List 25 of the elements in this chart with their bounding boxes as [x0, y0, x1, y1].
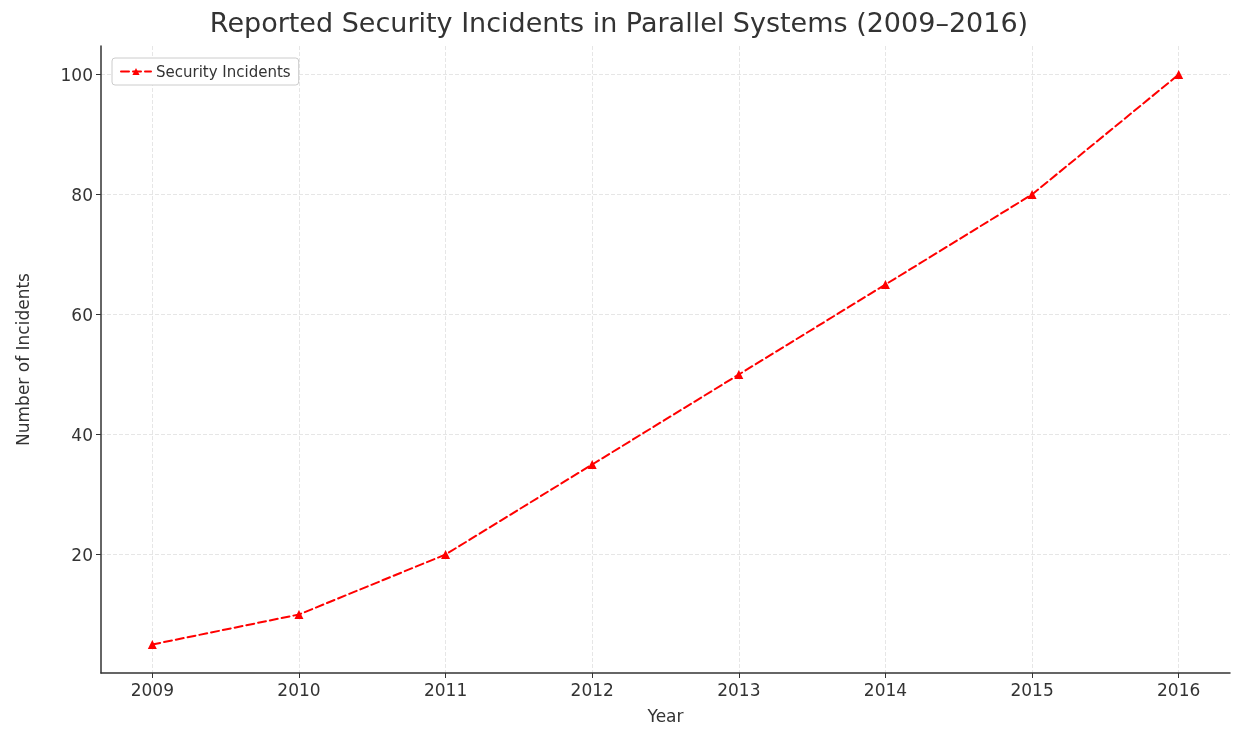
point — [1174, 70, 1184, 79]
x-tick-label: 2011 — [423, 679, 468, 700]
x-tick-label: 2010 — [277, 679, 321, 700]
legend-label: Security Incidents — [156, 62, 291, 81]
y-tick-label: 60 — [71, 304, 93, 325]
x-tick-label: 2012 — [570, 679, 614, 700]
point — [587, 460, 597, 469]
chart-title: Reported Security Incidents in Parallel Systems (2009–2016) — [209, 7, 1029, 38]
point — [441, 550, 451, 559]
x-tick-label: 2014 — [863, 679, 908, 700]
y-axis-title: Number of Incidents — [12, 272, 33, 446]
y-tick-label: 100 — [60, 64, 93, 85]
x-tick-label: 2013 — [717, 679, 761, 700]
point — [147, 640, 157, 649]
x-tick-label: 2009 — [130, 679, 174, 700]
point — [1027, 190, 1037, 199]
x-tick-label: 2015 — [1010, 679, 1054, 700]
x-tick-label: 2016 — [1157, 679, 1201, 700]
point — [880, 280, 890, 289]
y-tick-label: 20 — [71, 544, 93, 565]
x-axis-title: Year — [646, 705, 684, 726]
y-tick-label: 80 — [71, 184, 93, 205]
point — [734, 370, 744, 379]
y-tick-label: 40 — [71, 424, 93, 445]
point — [294, 610, 304, 619]
